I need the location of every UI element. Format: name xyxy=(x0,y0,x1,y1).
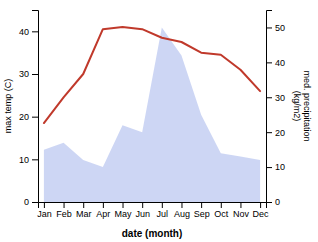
y2-tick-label: 50 xyxy=(275,23,285,33)
y2-tick-mark xyxy=(266,132,272,133)
x-axis-line xyxy=(39,203,267,209)
y2-tick-mark xyxy=(266,97,272,98)
x-tick-label: Jan xyxy=(37,209,52,219)
x-tick-mark xyxy=(142,202,143,208)
y-tick-mark xyxy=(32,31,38,32)
x-tick: Apr xyxy=(96,202,110,219)
y-tick-mark xyxy=(32,117,38,118)
y2-tick: 50 xyxy=(266,23,285,33)
x-axis: Jan Feb Mar Apr MayJun Jul Aug Sep Oct NovDec xyxy=(37,202,269,219)
y-tick: 20 xyxy=(19,112,38,122)
x-tick-mark xyxy=(44,202,45,208)
y-tick-mark xyxy=(32,159,38,160)
x-tick: May xyxy=(115,202,133,219)
y-axis-title: max temp (C) xyxy=(3,79,13,134)
y-tick-label: 10 xyxy=(19,155,29,165)
y-tick: 0 xyxy=(24,197,38,207)
y2-tick-mark xyxy=(266,167,272,168)
x-tick: Dec xyxy=(253,202,270,219)
y2-tick-label: 10 xyxy=(275,162,285,172)
y2-tick-label: 30 xyxy=(275,93,285,103)
marks xyxy=(44,27,260,202)
y2-tick: 10 xyxy=(266,162,285,172)
x-tick-label: Apr xyxy=(96,209,110,219)
y-tick-label: 20 xyxy=(19,112,29,122)
x-tick: Jul xyxy=(157,202,169,219)
y-tick-mark xyxy=(32,74,38,75)
y2-tick-mark xyxy=(266,27,272,28)
y-axis-line xyxy=(32,11,39,203)
x-tick-label: May xyxy=(115,209,133,219)
plot: Jan Feb Mar Apr MayJun Jul Aug Sep Oct NovDec 0 10 2… xyxy=(19,11,285,220)
y-tick-label: 40 xyxy=(19,27,29,37)
x-tick-mark xyxy=(83,202,84,208)
x-tick-mark xyxy=(181,202,182,208)
x-tick-label: Aug xyxy=(174,209,190,219)
y2-tick-mark xyxy=(266,202,272,203)
x-tick-mark xyxy=(103,202,104,208)
x-tick: Feb xyxy=(56,202,72,219)
x-tick-mark xyxy=(240,202,241,208)
x-tick-mark xyxy=(221,202,222,208)
x-tick-label: Feb xyxy=(56,209,72,219)
x-tick: Nov xyxy=(233,202,250,219)
x-tick-mark xyxy=(260,202,261,208)
x-tick: Sep xyxy=(194,202,210,219)
x-axis-title: date (month) xyxy=(122,228,183,239)
y2-tick: 0 xyxy=(266,197,280,207)
y2-axis-title-line: (kg/m2) xyxy=(292,91,302,122)
y2-tick: 40 xyxy=(266,58,285,68)
y2-axis-line xyxy=(267,11,273,203)
y-axis: 0 10 20 30 40 xyxy=(19,11,39,208)
y2-axis-title: med. precipitation(kg/m2) xyxy=(292,70,312,141)
x-tick: Aug xyxy=(174,202,190,219)
y2-axis: 0 10 20 30 40 50 xyxy=(266,11,285,208)
y2-tick-label: 0 xyxy=(275,197,280,207)
x-tick-mark xyxy=(123,202,124,208)
chart: Jan Feb Mar Apr MayJun Jul Aug Sep Oct NovDec 0 10 2… xyxy=(0,0,318,242)
x-tick-label: Nov xyxy=(233,209,250,219)
y-tick: 10 xyxy=(19,155,38,165)
y-tick: 40 xyxy=(19,27,38,37)
x-tick: Mar xyxy=(76,202,92,219)
y2-tick: 20 xyxy=(266,128,285,138)
y-tick-mark xyxy=(32,202,38,203)
y2-tick-label: 40 xyxy=(275,58,285,68)
x-tick-mark xyxy=(201,202,202,208)
x-tick: Jun xyxy=(135,202,150,219)
y2-tick: 30 xyxy=(266,93,285,103)
precipitation-area xyxy=(44,27,260,202)
y-tick: 30 xyxy=(19,69,38,79)
y2-axis-title-line: med. precipitation xyxy=(302,70,312,141)
x-tick: Jan xyxy=(37,202,52,219)
x-tick-label: Jun xyxy=(135,209,150,219)
x-tick-label: Dec xyxy=(253,209,270,219)
x-tick-label: Mar xyxy=(76,209,92,219)
x-tick-mark xyxy=(162,202,163,208)
temperature-line xyxy=(44,27,260,123)
y-tick-label: 30 xyxy=(19,69,29,79)
y2-tick-label: 20 xyxy=(275,128,285,138)
y2-tick-mark xyxy=(266,62,272,63)
x-tick-label: Jul xyxy=(157,209,169,219)
x-tick-label: Oct xyxy=(214,209,229,219)
x-tick: Oct xyxy=(214,202,229,219)
x-tick-label: Sep xyxy=(194,209,210,219)
x-tick-mark xyxy=(64,202,65,208)
y-tick-label: 0 xyxy=(24,197,29,207)
